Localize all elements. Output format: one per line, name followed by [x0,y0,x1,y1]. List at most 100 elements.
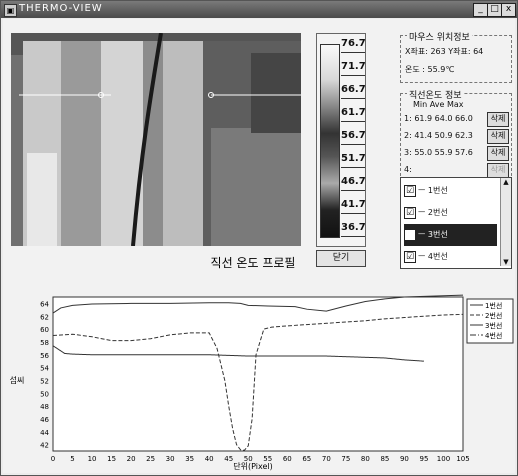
x-tick-label: 5 [70,455,74,463]
line-3-checkbox[interactable]: ☑ [404,229,416,241]
line-list-item-3[interactable]: ☑ ㅡ 3번선 [404,224,497,246]
title-bar[interactable]: ▣ THERMO-VIEW _ □ x [1,1,517,18]
line-4-checkbox[interactable]: ☑ [404,251,416,263]
mouse-info-title: 마우스 위치정보 [407,30,472,43]
maximize-button[interactable]: □ [487,3,502,17]
line-4-label: ㅡ 4번선 [418,252,448,261]
scale-label: 46.7 [341,176,366,191]
x-tick-label: 20 [127,455,136,463]
y-tick-label: 50 [40,390,49,398]
x-tick-label: 0 [51,455,55,463]
app-icon: ▣ [4,4,17,17]
x-tick-label: 105 [456,455,469,463]
x-tick-label: 50 [244,455,253,463]
x-tick-label: 100 [437,455,450,463]
line-list-scrollbar[interactable]: ▲ ▼ [500,178,511,266]
mouse-temp: 온도 : 55.9℃ [405,65,455,74]
scale-gradient [320,44,340,238]
y-tick-label: 42 [40,442,49,450]
x-tick-label: 85 [380,455,389,463]
delete-line-1-button[interactable]: 삭제 [487,112,509,127]
x-tick-label: 65 [302,455,311,463]
mouse-coords: X좌표: 263 Y좌표: 64 [405,47,484,56]
y-tick-label: 58 [40,339,49,347]
client-area: 76.7 71.7 66.7 61.7 56.7 51.7 46.7 41.7 … [3,19,515,473]
profile-chart: 직선 온도 프로필 0 5 10 15 20 25 30 35 40 45 50 55 60 65 70 75… [10,256,514,471]
series-line-3 [52,345,424,362]
line-list-item-4[interactable]: ☑ ㅡ 4번선 [404,246,497,268]
legend-entry: 4번선 [485,331,502,340]
y-tick-label: 52 [40,377,49,385]
scale-label: 61.7 [341,107,366,122]
scale-label: 71.7 [341,61,366,76]
x-axis-label: 단위(Pixel) [233,461,272,471]
x-tick-label: 40 [205,455,214,463]
line-2-checkbox[interactable]: ☑ [404,207,416,219]
legend-entry: 3번선 [485,321,502,330]
y-tick-label: 46 [40,416,49,424]
x-tick-label: 75 [341,455,350,463]
plot-area [52,296,464,452]
line-temp-row-3: 3: 55.0 55.9 57.6 [404,148,473,157]
scale-label: 41.7 [341,199,366,214]
x-tick-label: 60 [283,455,292,463]
line-temp-row-2: 2: 41.4 50.9 62.3 [404,131,473,140]
x-tick-label: 80 [361,455,370,463]
chart-title: 직선 온도 프로필 [211,256,296,270]
line-temp-title: 직선온도 정보 [407,88,464,101]
close-button[interactable]: x [501,3,516,17]
line-3-label: ㅡ 3번선 [418,230,448,239]
x-tick-label: 15 [107,455,116,463]
line-temp-row-1: 1: 61.9 64.0 66.0 [404,114,473,123]
x-tick-label: 45 [224,455,233,463]
scroll-down-icon[interactable]: ▼ [503,258,509,266]
x-tick-label: 25 [146,455,155,463]
line-temp-group: 직선온도 정보 Min Ave Max 1: 61.9 64.0 66.0 삭제… [400,88,512,181]
line-list: ☑ ㅡ 1번선 ☑ ㅡ 2번선 ☑ ㅡ 3번선 ☑ ㅡ 4번선 ▲ ▼ [400,177,512,269]
x-tick-label: 70 [322,455,331,463]
series-line-2 [52,313,464,451]
line-1-label: ㅡ 1번선 [418,186,448,195]
delete-line-4-button[interactable]: 삭제 [487,163,509,178]
y-tick-label: 62 [40,313,49,321]
line-list-item-2[interactable]: ☑ ㅡ 2번선 [404,202,497,224]
y-tick-label: 64 [40,300,49,308]
scale-label: 66.7 [341,84,366,99]
scroll-up-icon[interactable]: ▲ [503,178,509,186]
line-list-item-1[interactable]: ☑ ㅡ 1번선 [404,180,497,202]
series-line-1 [52,294,464,314]
scale-label: 56.7 [341,130,366,145]
delete-line-3-button[interactable]: 삭제 [487,146,509,161]
line-1-checkbox[interactable]: ☑ [404,185,416,197]
y-tick-label: 56 [40,352,49,360]
delete-line-2-button[interactable]: 삭제 [487,129,509,144]
minimize-button[interactable]: _ [473,3,488,17]
mouse-info-group: 마우스 위치정보 X좌표: 263 Y좌표: 64 온도 : 55.9℃ [400,30,512,83]
legend-entry: 1번선 [485,301,502,310]
y-tick-label: 60 [40,326,49,334]
y-axis-label: 섭씨 [10,375,25,385]
close-view-button[interactable]: 닫기 [316,250,366,267]
x-tick-label: 95 [419,455,428,463]
line-2-label: ㅡ 2번선 [418,208,448,217]
thermal-image[interactable] [11,33,301,246]
x-tick-label: 90 [400,455,409,463]
line-temp-row-4: 4: [404,165,412,174]
thermal-image-drawing [11,33,301,246]
y-tick-label: 48 [40,403,49,411]
window-title: THERMO-VIEW [19,3,103,14]
y-tick-label: 54 [40,365,49,373]
line-temp-header: Min Ave Max [413,100,464,109]
x-tick-label: 55 [263,455,272,463]
x-tick-label: 35 [185,455,194,463]
x-tick-label: 30 [166,455,175,463]
legend-entry: 2번선 [485,311,502,320]
x-tick-label: 10 [88,455,97,463]
scale-label: 76.7 [341,38,366,53]
legend-box [466,298,514,344]
color-scale: 76.7 71.7 66.7 61.7 56.7 51.7 46.7 41.7 … [316,33,366,247]
y-tick-label: 44 [40,429,49,437]
scale-label: 51.7 [341,153,366,168]
scale-label: 36.7 [341,222,366,237]
